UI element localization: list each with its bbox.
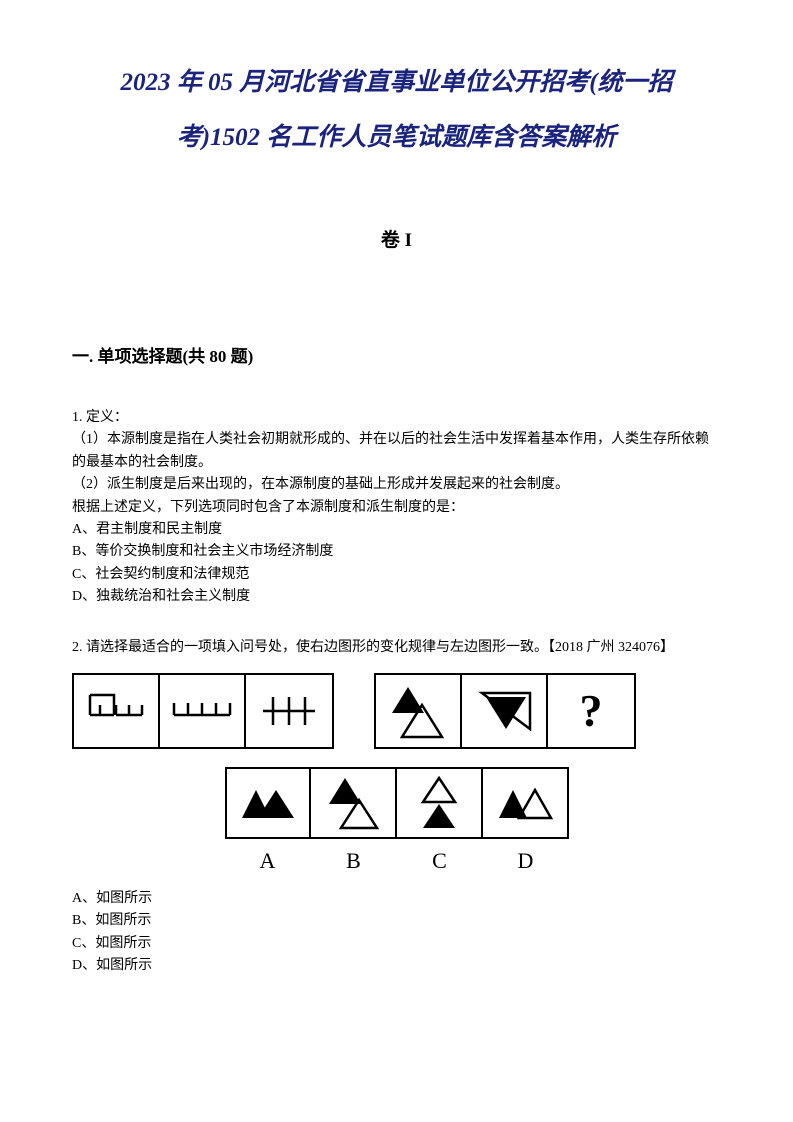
- q2-option-panel-d: [483, 767, 569, 839]
- q1-definition-2: （2）派生制度是后来出现的，在本源制度的基础上形成并发展起来的社会制度。: [72, 474, 721, 496]
- q2-options-row: [72, 767, 721, 839]
- q2-option-panel-b: [311, 767, 397, 839]
- q2-label-b: B: [311, 843, 397, 878]
- q2-option-a-text: A、如图所示: [72, 888, 721, 910]
- q1-option-b: B、等价交换制度和社会主义市场经济制度: [72, 541, 721, 563]
- volume-label: 卷 I: [72, 225, 721, 252]
- q2-stem: 2. 请选择最适合的一项填入问号处，使右边图形的变化规律与左边图形一致。【201…: [72, 637, 721, 659]
- question-mark-icon: ?: [580, 674, 603, 748]
- title-line-2: 考)1502 名工作人员笔试题库含答案解析: [72, 110, 721, 165]
- q2-label-d: D: [483, 843, 569, 878]
- q1-option-c: C、社会契约制度和法律规范: [72, 564, 721, 586]
- q2-right-panel-2: [462, 675, 548, 747]
- q1-number: 1. 定义：: [72, 407, 721, 429]
- q2-option-panel-a: [225, 767, 311, 839]
- question-1: 1. 定义： （1）本源制度是指在人类社会初期就形成的、并在以后的社会生活中发挥…: [72, 407, 721, 609]
- q2-right-panel-3: ?: [548, 675, 634, 747]
- q2-option-d-text: D、如图所示: [72, 955, 721, 977]
- q1-definition-1: （1）本源制度是指在人类社会初期就形成的、并在以后的社会生活中发挥着基本作用，人…: [72, 429, 721, 474]
- q2-option-labels: A B C D: [72, 843, 721, 878]
- q2-option-c-text: C、如图所示: [72, 933, 721, 955]
- q2-left-panel-3: [246, 675, 332, 747]
- q2-right-panel-1: [376, 675, 462, 747]
- q2-label-c: C: [397, 843, 483, 878]
- document-title: 2023 年 05 月河北省省直事业单位公开招考(统一招 考)1502 名工作人…: [72, 55, 721, 165]
- q2-left-group: [72, 673, 334, 749]
- q2-left-panel-2: [160, 675, 246, 747]
- section-heading: 一. 单项选择题(共 80 题): [72, 342, 721, 367]
- q1-stem: 根据上述定义，下列选项同时包含了本源制度和派生制度的是：: [72, 497, 721, 519]
- q2-label-a: A: [225, 843, 311, 878]
- q2-option-b-text: B、如图所示: [72, 910, 721, 932]
- q2-option-panel-c: [397, 767, 483, 839]
- q2-right-group: ?: [374, 673, 636, 749]
- q1-option-d: D、独裁统治和社会主义制度: [72, 586, 721, 608]
- q1-option-a: A、君主制度和民主制度: [72, 519, 721, 541]
- q2-figure-row: ?: [72, 673, 721, 749]
- title-line-1: 2023 年 05 月河北省省直事业单位公开招考(统一招: [72, 55, 721, 110]
- q2-left-panel-1: [74, 675, 160, 747]
- question-2: 2. 请选择最适合的一项填入问号处，使右边图形的变化规律与左边图形一致。【201…: [72, 637, 721, 978]
